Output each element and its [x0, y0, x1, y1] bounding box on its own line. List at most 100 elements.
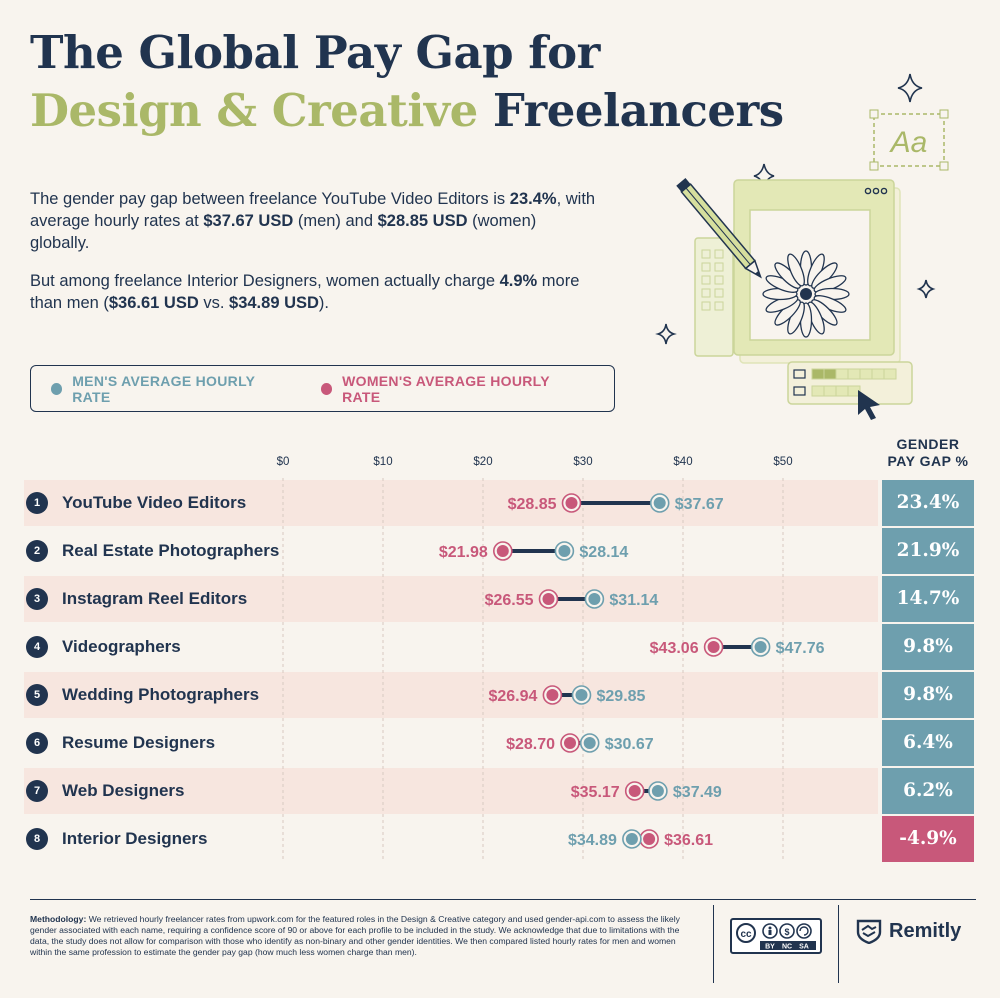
page-title: The Global Pay Gap for Design & Creative… [30, 24, 784, 140]
men-rate-label: $28.14 [579, 544, 628, 561]
flower-icon [762, 250, 850, 338]
table-row [24, 576, 878, 622]
women-rate-label: $43.06 [650, 640, 699, 657]
legend-women-label: WOMEN'S AVERAGE HOURLY RATE [342, 372, 550, 405]
cursor-icon [858, 390, 880, 420]
rank-badge: 6 [26, 732, 48, 754]
gap-value-cell: 23.4% [882, 480, 974, 526]
women-rate-label: $28.85 [508, 496, 557, 513]
creative-commons-badge: cc $ BY NC SA [730, 918, 822, 954]
title-accent: Design & Creative [30, 84, 478, 137]
gap-header-line-1: GENDER [896, 436, 960, 452]
men-rate-point [558, 545, 571, 557]
rank-badge: 8 [26, 828, 48, 850]
role-label: Real Estate Photographers [62, 541, 280, 560]
men-rate-point [625, 833, 638, 845]
role-label: Interior Designers [62, 829, 208, 848]
gap-value-cell: 21.9% [882, 528, 974, 574]
legend-women: WOMEN'S AVERAGE HOURLY RATE [320, 372, 576, 405]
gap-value-cell: 6.2% [882, 768, 974, 814]
rank-badge: 1 [26, 492, 48, 514]
women-rate-point [628, 785, 641, 797]
intro-paragraph-2: But among freelance Interior Designers, … [30, 272, 580, 312]
table-row [24, 768, 878, 814]
footer-divider [30, 899, 976, 900]
men-rate-point [588, 593, 601, 605]
legend-women-swatch [320, 382, 333, 395]
remitly-logo: Remitly [855, 918, 961, 944]
footer-separator-1 [713, 905, 714, 983]
chart-legend: MEN'S AVERAGE HOURLY RATE WOMEN'S AVERAG… [30, 365, 615, 412]
gap-value-cell: 6.4% [882, 720, 974, 766]
x-tick-label: $40 [673, 456, 693, 468]
men-rate-label: $34.89 [568, 832, 617, 849]
women-rate-label: $21.98 [439, 544, 488, 561]
pencil-icon [676, 178, 762, 279]
svg-text:$: $ [784, 927, 789, 937]
men-rate-point [651, 785, 664, 797]
role-label: Wedding Photographers [62, 685, 260, 704]
role-label: YouTube Video Editors [62, 493, 247, 512]
rank-badge: 3 [26, 588, 48, 610]
x-tick-label: $0 [276, 456, 290, 468]
women-rate-point [643, 833, 656, 845]
table-row [24, 480, 878, 526]
gap-value-cell: 9.8% [882, 672, 974, 718]
men-rate-point [653, 497, 666, 509]
svg-text:NC: NC [782, 944, 792, 951]
gap-value-cell: -4.9% [882, 816, 974, 862]
font-sample-frame [873, 113, 945, 167]
legend-men-label: MEN'S AVERAGE HOURLY RATE [72, 372, 256, 405]
design-illustration: Aa [655, 73, 949, 420]
gap-column-header: GENDER PAY GAP % [878, 436, 978, 470]
men-rate-label: $47.76 [776, 640, 825, 657]
rank-badge: 7 [26, 780, 48, 802]
cc-license-icon: cc $ BY NC SA [736, 923, 816, 951]
women-rate-point [542, 593, 555, 605]
men-rate-label: $37.49 [673, 784, 722, 801]
x-tick-label: $30 [573, 456, 593, 468]
women-rate-label: $26.94 [488, 688, 537, 705]
intro-paragraph-1: The gender pay gap between freelance You… [30, 190, 596, 252]
gap-header-line-2: PAY GAP % [887, 453, 969, 469]
women-rate-point [546, 689, 559, 701]
font-sample-text: Aa [889, 126, 928, 159]
women-rate-point [565, 497, 578, 509]
x-tick-label: $20 [473, 456, 493, 468]
women-rate-label: $28.70 [506, 736, 555, 753]
men-rate-label: $31.14 [609, 592, 658, 609]
gap-value-cell: 9.8% [882, 624, 974, 670]
women-rate-label: $36.61 [664, 832, 713, 849]
table-row [24, 672, 878, 718]
rank-badge: 5 [26, 684, 48, 706]
remitly-shield-icon [856, 919, 882, 944]
footer-separator-2 [838, 905, 839, 983]
methodology-note: Methodology: We retrieved hourly freelan… [30, 914, 680, 957]
men-rate-label: $29.85 [597, 688, 646, 705]
men-rate-point [754, 641, 767, 653]
women-rate-point [707, 641, 720, 653]
women-rate-point [496, 545, 509, 557]
men-rate-point [583, 737, 596, 749]
x-tick-label: $10 [373, 456, 393, 468]
role-label: Videographers [62, 637, 181, 656]
women-rate-label: $26.55 [485, 592, 534, 609]
men-rate-label: $30.67 [605, 736, 654, 753]
gap-value-cell: 14.7% [882, 576, 974, 622]
remitly-wordmark: Remitly [889, 919, 962, 942]
rank-badge: 4 [26, 636, 48, 658]
role-label: Resume Designers [62, 733, 216, 752]
svg-text:SA: SA [799, 944, 809, 951]
men-rate-point [575, 689, 588, 701]
legend-men: MEN'S AVERAGE HOURLY RATE [51, 373, 283, 405]
role-label: Web Designers [62, 781, 185, 800]
women-rate-point [564, 737, 576, 749]
title-rest: Freelancers [477, 84, 784, 137]
rank-badge: 2 [26, 540, 48, 562]
title-line-2: Design & Creative Freelancers [30, 82, 784, 140]
women-rate-label: $35.17 [571, 784, 620, 801]
legend-men-swatch [51, 382, 63, 395]
role-label: Instagram Reel Editors [62, 589, 248, 608]
svg-text:cc: cc [740, 929, 752, 940]
